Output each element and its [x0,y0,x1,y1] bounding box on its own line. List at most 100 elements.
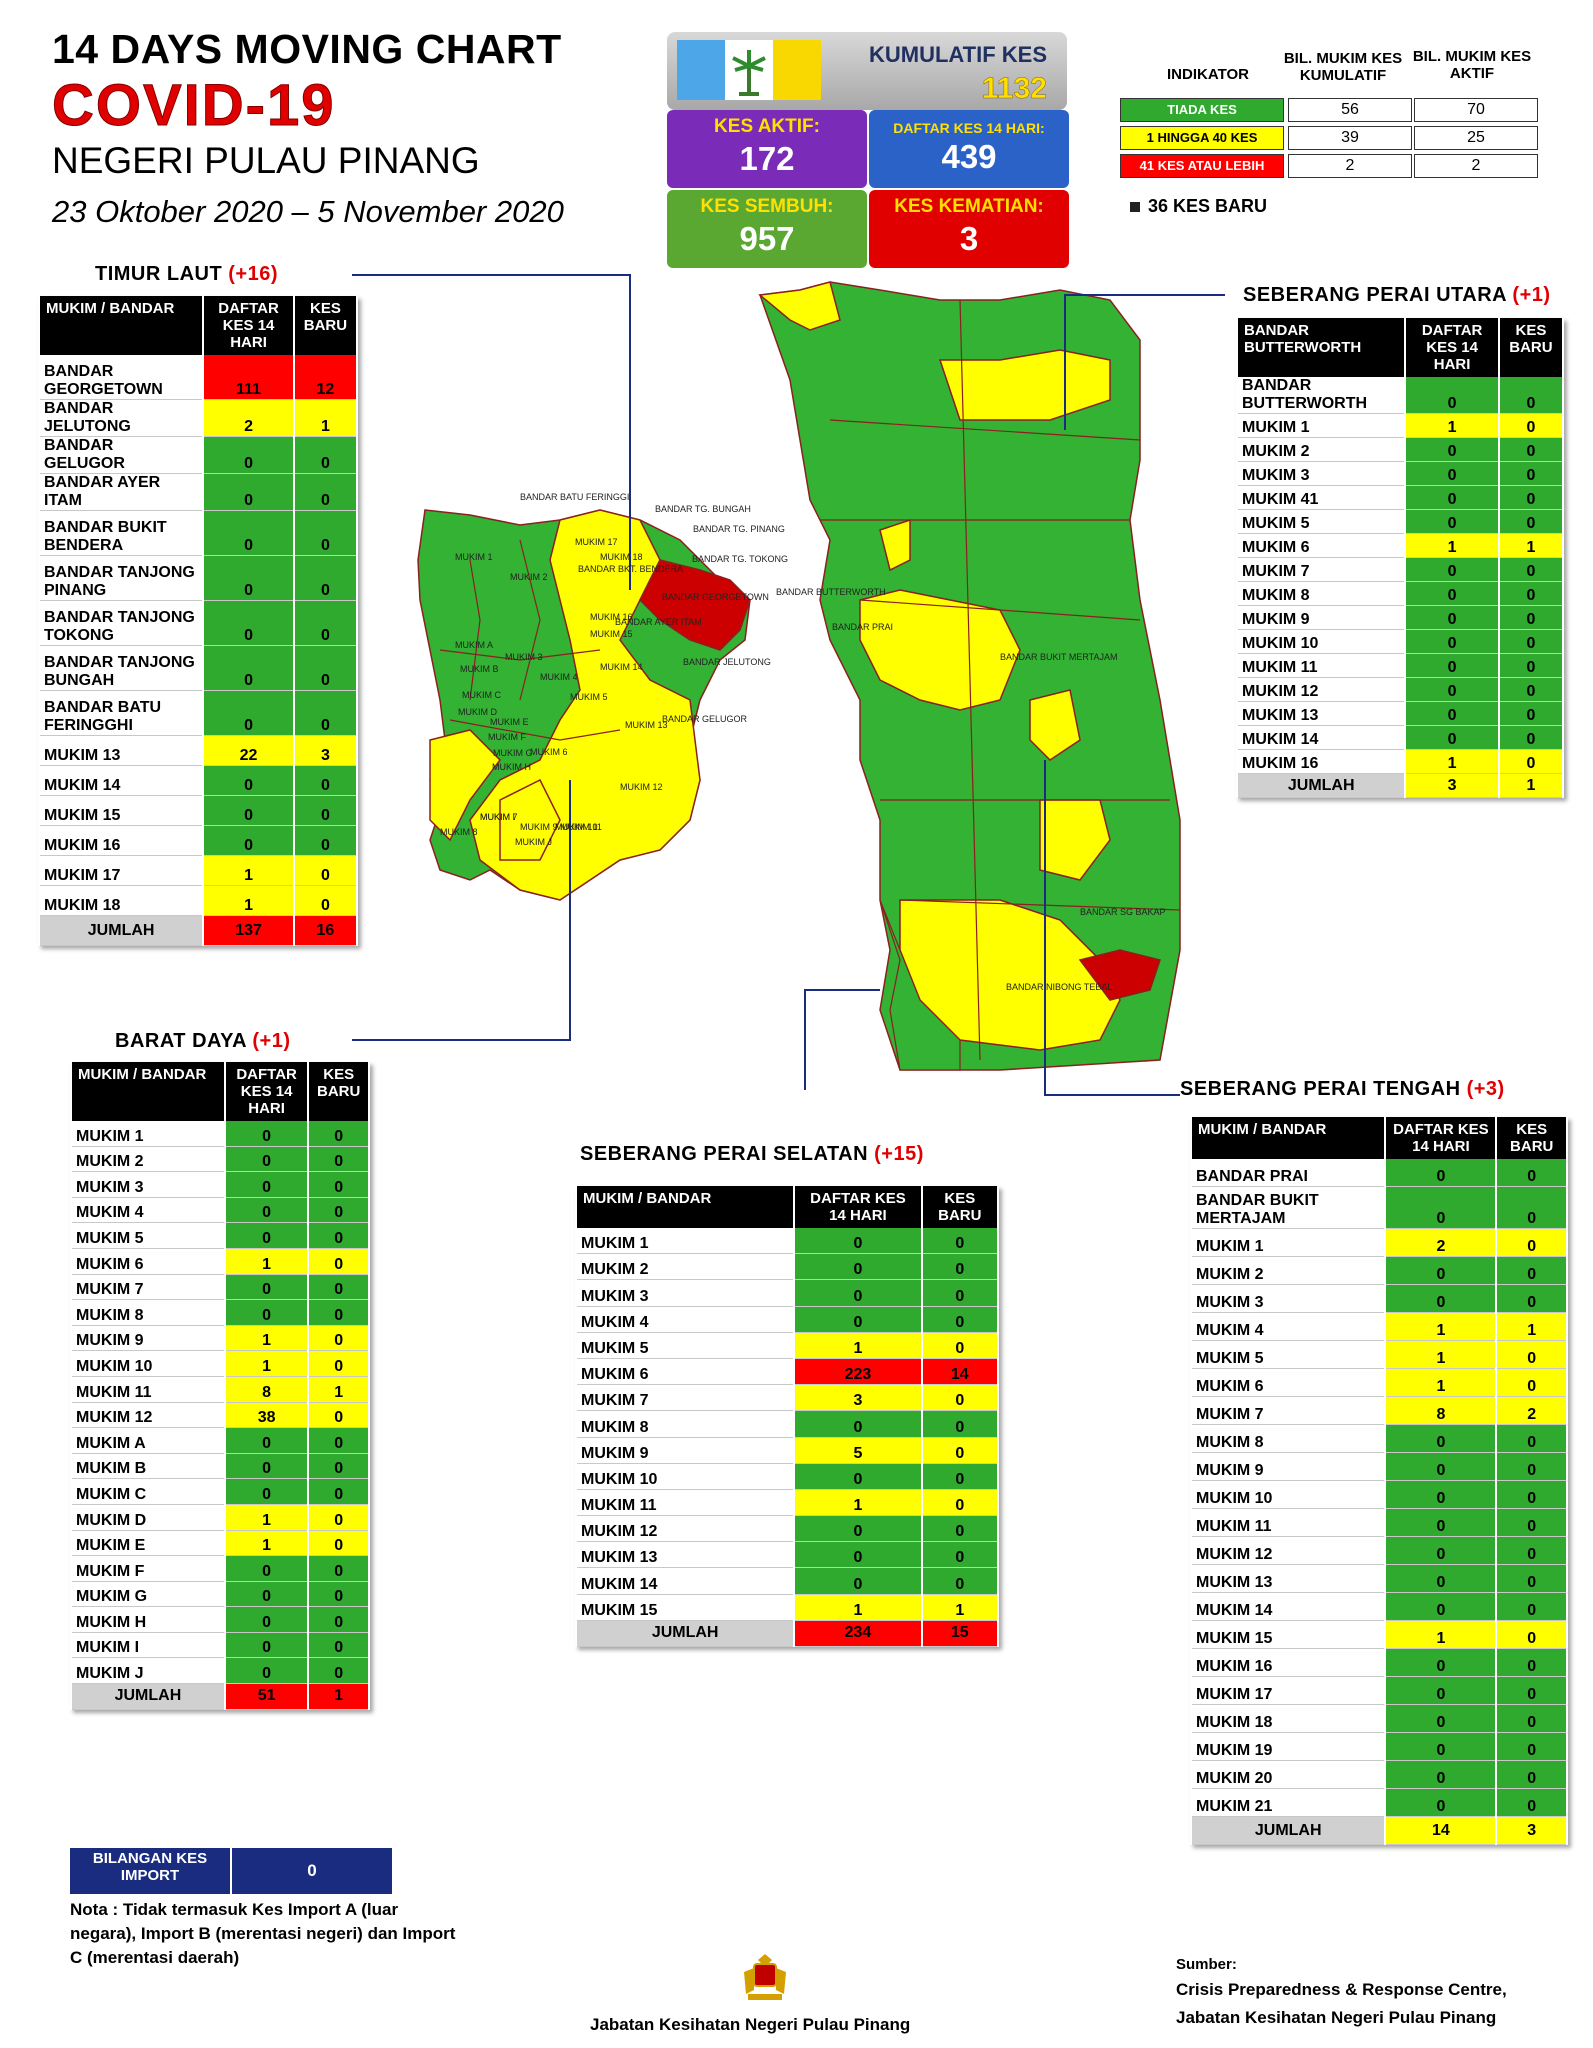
table-header: MUKIM / BANDAR [577,1186,794,1228]
baru-value: 0 [309,1121,368,1147]
row-label: MUKIM 16 [1192,1649,1385,1677]
map-label: MUKIM 11 [560,822,602,832]
table-row: MUKIM 18 0 0 [1192,1705,1566,1733]
daftar-value: 0 [1386,1677,1496,1705]
daftar-value: 0 [1406,462,1498,486]
baru-value: 0 [922,1385,997,1412]
kumulatif-box: KUMULATIF KES 1132 [667,32,1067,110]
total-baru: 1 [1499,774,1562,798]
table-total-row: JUMLAH 137 16 [40,916,356,946]
total-daftar: 3 [1406,774,1498,798]
total-label: JUMLAH [577,1620,794,1647]
map-label: MUKIM D [458,707,497,717]
row-label: MUKIM 8 [1238,582,1405,606]
table-header: DAFTAR KES 14 HARI [1406,318,1498,377]
table-row: MUKIM 15 0 0 [40,796,356,826]
daftar-value: 0 [795,1254,921,1281]
daftar-value: 38 [225,1402,308,1429]
row-label: MUKIM 1 [577,1228,794,1255]
daftar-value: 0 [1386,1789,1496,1817]
map-label: MUKIM 9 [520,822,558,832]
baru-value: 0 [1497,1257,1566,1285]
table-row: MUKIM 21 0 0 [1192,1789,1566,1817]
baru-value: 0 [1499,414,1562,438]
baru-value: 0 [922,1411,997,1438]
baru-value: 0 [294,856,356,886]
table-total-row: JUMLAH 51 1 [72,1684,368,1710]
kes-aktif-box: KES AKTIF: 172 [667,110,867,188]
table-row: MUKIM 13 0 0 [1192,1565,1566,1593]
row-label: MUKIM I [72,1632,224,1659]
row-label: MUKIM 16 [1238,750,1405,774]
daftar-value: 2 [204,400,293,437]
table-header: KES BARU [922,1186,997,1228]
daftar-value: 1 [1386,1621,1496,1649]
daftar-value: 0 [225,1172,308,1198]
table-row: BANDAR TANJONG BUNGAH 0 0 [40,646,356,691]
baru-value: 0 [922,1568,997,1595]
row-label: MUKIM 6 [1192,1369,1385,1397]
row-label: MUKIM 4 [1192,1313,1385,1341]
indicator-aktif: 70 [1414,98,1538,122]
baru-value: 0 [1499,582,1562,606]
chart-title: 14 DAYS MOVING CHART [52,26,562,72]
total-label: JUMLAH [1192,1817,1385,1845]
baru-value: 0 [309,1658,368,1685]
kes-aktif-value: 172 [739,140,795,177]
baru-value: 0 [922,1254,997,1281]
baru-value: 0 [1497,1285,1566,1313]
daftar-14-label: DAFTAR KES 14 HARI: [893,120,1045,136]
row-label: BANDAR TANJONG BUNGAH [40,646,203,691]
row-label: MUKIM 8 [577,1411,794,1438]
baru-value: 0 [1497,1677,1566,1705]
map-label: MUKIM 12 [620,782,663,792]
row-label: MUKIM 18 [40,886,203,916]
row-label: MUKIM A [72,1428,224,1454]
table-row: MUKIM 18 1 0 [40,886,356,916]
map-label: MUKIM 8 [440,827,478,837]
daftar-value: 0 [204,556,293,601]
daftar-value: 0 [1406,606,1498,630]
map-label: MUKIM 17 [575,537,618,547]
table-row: BANDAR JELUTONG 2 1 [40,400,356,437]
indicator-row: TIADA KES 56 70 [1120,98,1538,122]
baru-value: 0 [922,1463,997,1490]
baru-value: 0 [309,1453,368,1480]
baru-value: 0 [309,1428,368,1454]
map-label: MUKIM 6 [530,747,568,757]
row-label: BANDAR AYER ITAM [40,474,203,511]
daftar-value: 0 [225,1428,308,1454]
baru-value: 0 [309,1172,368,1198]
map-label: MUKIM 7 [480,812,518,822]
baru-value: 12 [294,355,356,400]
daftar-value: 0 [1386,1537,1496,1565]
row-label: BANDAR PRAI [1192,1159,1385,1187]
indicator-aktif: 25 [1414,126,1538,150]
daftar-value: 3 [795,1385,921,1412]
baru-value: 0 [922,1228,997,1255]
source-line-2: Jabatan Kesihatan Negeri Pulau Pinang [1176,2008,1497,2027]
daftar-value: 0 [225,1197,308,1224]
indicator-kumulatif: 56 [1288,98,1412,122]
table-row: MUKIM 11 8 1 [72,1376,368,1403]
row-label: MUKIM 8 [1192,1425,1385,1453]
indicator-header-kumulatif: BIL. MUKIM KES KUMULATIF [1283,50,1403,84]
row-label: MUKIM 8 [72,1300,224,1326]
row-label: MUKIM 15 [40,796,203,826]
island-map [417,509,751,901]
table-row: MUKIM 11 0 0 [1192,1509,1566,1537]
table-row: MUKIM 14 0 0 [1192,1593,1566,1621]
table-row: MUKIM 11 0 0 [1238,654,1562,678]
indicator-kumulatif: 2 [1288,154,1412,178]
baru-value: 0 [309,1325,368,1352]
footer-text: Jabatan Kesihatan Negeri Pulau Pinang [590,2015,911,2034]
daftar-value: 0 [1386,1425,1496,1453]
daftar-value: 1 [225,1325,308,1352]
